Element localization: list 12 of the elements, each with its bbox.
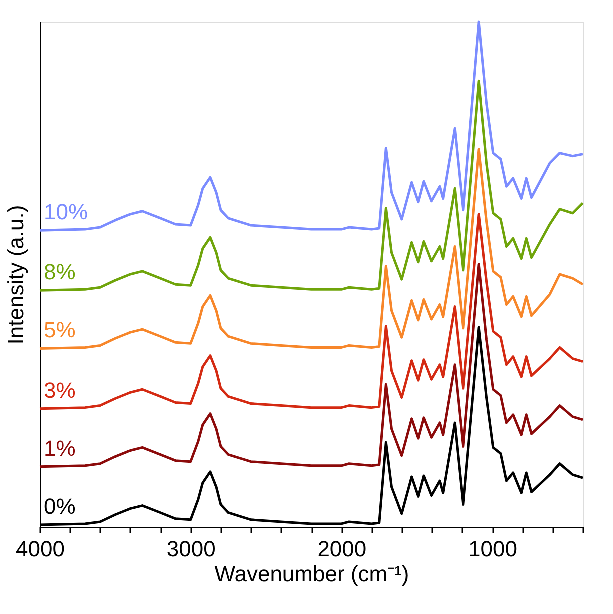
x-axis-title: Wavenumber (cm⁻¹) xyxy=(214,562,410,586)
series-label: 1% xyxy=(44,436,76,461)
x-tick-label: 4000 xyxy=(16,536,65,562)
series-label: 10% xyxy=(44,200,88,225)
x-tick-label: 2000 xyxy=(318,536,367,562)
series-label: 5% xyxy=(44,318,76,343)
y-axis-title: Intensity (a.u.) xyxy=(4,205,28,345)
x-tick-label: 3000 xyxy=(166,536,216,562)
x-tick-label: 1000 xyxy=(468,536,518,562)
series-label: 0% xyxy=(44,494,76,519)
series-label: 8% xyxy=(44,260,76,285)
series-label: 3% xyxy=(44,378,76,403)
